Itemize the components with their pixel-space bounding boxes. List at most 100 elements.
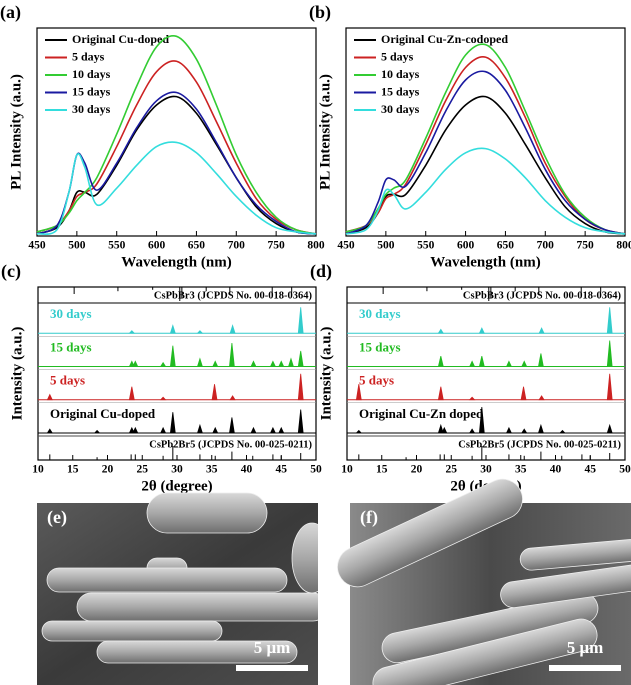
xrd-peak (298, 307, 303, 333)
x-tick-label: 20 (411, 464, 423, 476)
xrd-peak (507, 428, 512, 433)
panel-label: (e) (47, 507, 67, 528)
xrd-peak (507, 361, 512, 366)
xrd-peak (133, 361, 138, 366)
pl-curve (37, 96, 316, 234)
xrd-peak (95, 430, 100, 433)
xrd-peak (229, 343, 234, 366)
xrd-peak (129, 387, 134, 400)
xrd-peak (133, 428, 138, 433)
xrd-peak (170, 325, 175, 333)
x-tick-label: 750 (268, 240, 286, 252)
x-tick-label: 750 (577, 240, 595, 252)
xrd-peak (213, 428, 218, 433)
xrd-peak (279, 361, 284, 366)
xrd-peak (607, 341, 612, 367)
x-tick-label: 800 (307, 240, 325, 252)
xrd-peak (289, 359, 294, 367)
x-tick-label: 20 (102, 464, 114, 476)
xrd-peak (230, 396, 235, 400)
legend-label: 10 days (381, 67, 420, 81)
xrd-peak (298, 351, 303, 367)
xrd-peak (270, 361, 275, 366)
x-tick-label: 50 (310, 464, 322, 476)
xrd-peak (198, 359, 203, 367)
x-tick-label: 600 (148, 240, 166, 252)
xrd-peak (298, 410, 303, 433)
x-tick-label: 450 (337, 240, 355, 252)
x-axis-label: 2θ (degree) (141, 478, 212, 494)
xrd-peak (270, 428, 275, 433)
xrd-peak (170, 412, 175, 433)
legend-label: 15 days (381, 84, 420, 98)
xrd-peak (522, 429, 527, 433)
xrd-peak (198, 425, 203, 433)
pl-curve (346, 96, 625, 234)
trace-label: 5 days (50, 373, 85, 388)
xrd-peak (539, 396, 544, 400)
xrd-peak (438, 387, 443, 400)
sem-rod (42, 621, 222, 641)
xrd-peak (279, 428, 284, 433)
reference-label: CsPb2Br5 (JCPDS No. 00-025-0211) (458, 439, 621, 450)
xrd-peak (161, 397, 166, 400)
xrd-peak (470, 361, 475, 366)
x-tick-label: 550 (108, 240, 126, 252)
xrd-peak (522, 361, 527, 366)
scale-bar-label: 5 μm (254, 638, 291, 657)
legend-label: 30 days (381, 102, 420, 116)
panel-label: (f) (360, 507, 378, 528)
x-tick-label: 650 (188, 240, 206, 252)
xrd-peak (607, 307, 612, 333)
x-tick-label: 550 (417, 240, 435, 252)
legend-label: Original Cu-doped (72, 32, 169, 46)
legend-label: 5 days (72, 49, 105, 63)
figure: (a) Wavelength (nm) PL Intensity (a.u.) 450… (0, 0, 631, 685)
x-tick-label: 40 (550, 464, 562, 476)
trace-label: 30 days (50, 306, 92, 321)
xrd-peak (470, 397, 475, 400)
xrd-peak (479, 356, 484, 366)
xrd-peak (251, 361, 256, 366)
xrd-peak (521, 387, 526, 400)
xrd-peak (47, 429, 52, 433)
x-tick-label: 700 (228, 240, 246, 252)
xrd-peak (229, 417, 234, 433)
xrd-peak (298, 374, 303, 400)
y-axis-label: Intensity (a.u.) (318, 327, 334, 421)
xrd-peak (607, 425, 612, 433)
x-tick-label: 500 (377, 240, 395, 252)
trace-label: 5 days (359, 373, 394, 388)
legend-label: 15 days (72, 84, 111, 98)
x-tick-label: 45 (585, 464, 597, 476)
panel-label: (a) (0, 2, 21, 23)
x-tick-label: 35 (206, 464, 218, 476)
xrd-peak (47, 395, 52, 400)
x-tick-label: 40 (241, 464, 253, 476)
reference-label: CsPbBr3 (JCPDS No. 00-018-0364) (154, 290, 313, 301)
xrd-peak (438, 356, 443, 366)
pl-curve (346, 148, 625, 234)
xrd-peak (539, 328, 544, 333)
x-tick-label: 15 (67, 464, 79, 476)
xrd-peak (161, 363, 166, 367)
xrd-peak (607, 374, 612, 400)
reference-label: CsPb2Br5 (JCPDS No. 00-025-0211) (149, 439, 312, 450)
legend-label: Original Cu-Zn-codoped (381, 32, 508, 46)
trace-label: 15 days (50, 339, 92, 354)
x-tick-label: 10 (32, 464, 44, 476)
x-axis-label: Wavelength (nm) (121, 254, 231, 270)
x-tick-label: 450 (28, 240, 46, 252)
xrd-peak (161, 428, 166, 433)
xrd-peak (538, 354, 543, 367)
scale-bar (549, 665, 621, 671)
x-tick-label: 25 (137, 464, 149, 476)
xrd-peak (560, 430, 565, 433)
y-axis-label: PL Intensity (a.u.) (8, 74, 24, 190)
y-axis-label: PL Intensity (a.u.) (317, 74, 333, 190)
pl-curve (37, 36, 316, 234)
xrd-peak (438, 329, 443, 333)
trace-label: Original Cu-doped (50, 406, 156, 421)
x-tick-label: 10 (341, 464, 353, 476)
xrd-peak (198, 331, 203, 334)
